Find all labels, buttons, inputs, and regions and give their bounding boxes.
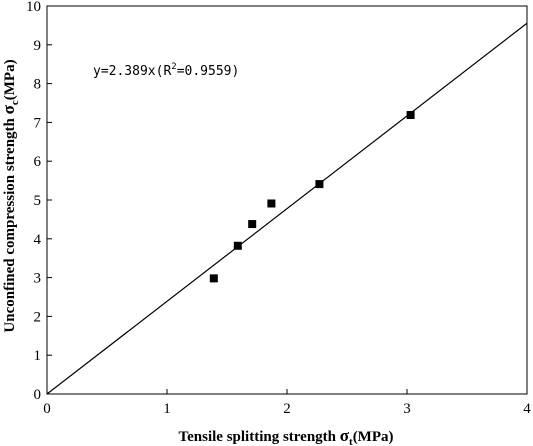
y-tick-label: 9 <box>34 38 42 54</box>
y-tick-label: 5 <box>34 193 42 209</box>
x-tick-label: 0 <box>43 401 51 417</box>
data-point <box>406 111 415 120</box>
data-point <box>209 274 218 283</box>
y-axis-title-symbol: σ <box>0 104 18 114</box>
data-point <box>233 241 242 250</box>
data-point <box>315 180 324 189</box>
x-axis-title-symbol: σ <box>340 426 350 445</box>
axis-ticks: 0 1 2 3 4 0 1 2 3 4 5 6 7 8 9 10 <box>26 0 531 417</box>
annotation-sup: 2 <box>171 62 176 72</box>
y-axis-title-main: Unconfined compression strength <box>2 114 18 332</box>
data-point <box>248 220 257 229</box>
regression-annotation: y=2.389x(R2=0.9559) <box>93 62 239 79</box>
x-axis-title-unit: (MPa) <box>353 429 394 445</box>
data-points <box>209 111 415 283</box>
fit-line-layer <box>46 22 528 395</box>
data-point <box>267 199 276 208</box>
y-tick-label: 6 <box>34 154 42 170</box>
annotation-suffix: =0.9559) <box>177 64 240 79</box>
y-tick-label: 0 <box>34 387 42 403</box>
x-axis-title-main: Tensile splitting strength <box>178 429 339 445</box>
y-tick-label: 2 <box>34 309 42 325</box>
x-tick-label: 3 <box>403 401 411 417</box>
y-tick-label: 3 <box>34 271 42 287</box>
x-axis-title: Tensile splitting strength σt(MPa) <box>178 426 393 446</box>
x-axis-title-sub: t <box>349 436 353 446</box>
x-tick-label: 2 <box>283 401 291 417</box>
annotation-prefix: y=2.389x(R <box>93 64 171 79</box>
y-axis-title: Unconfined compression strength σc(MPa) <box>0 59 21 332</box>
y-axis-title-sub: c <box>9 100 21 105</box>
y-tick-label: 4 <box>34 232 42 248</box>
y-tick-label: 10 <box>26 0 41 15</box>
plot-frame <box>46 5 528 395</box>
fit-line <box>46 22 528 395</box>
x-tick-label: 1 <box>163 401 171 417</box>
y-tick-label: 8 <box>34 77 42 93</box>
y-tick-label: 7 <box>34 115 42 131</box>
y-axis-title-unit: (MPa) <box>2 59 18 100</box>
y-tick-label: 1 <box>34 348 42 364</box>
x-tick-label: 4 <box>523 401 531 417</box>
